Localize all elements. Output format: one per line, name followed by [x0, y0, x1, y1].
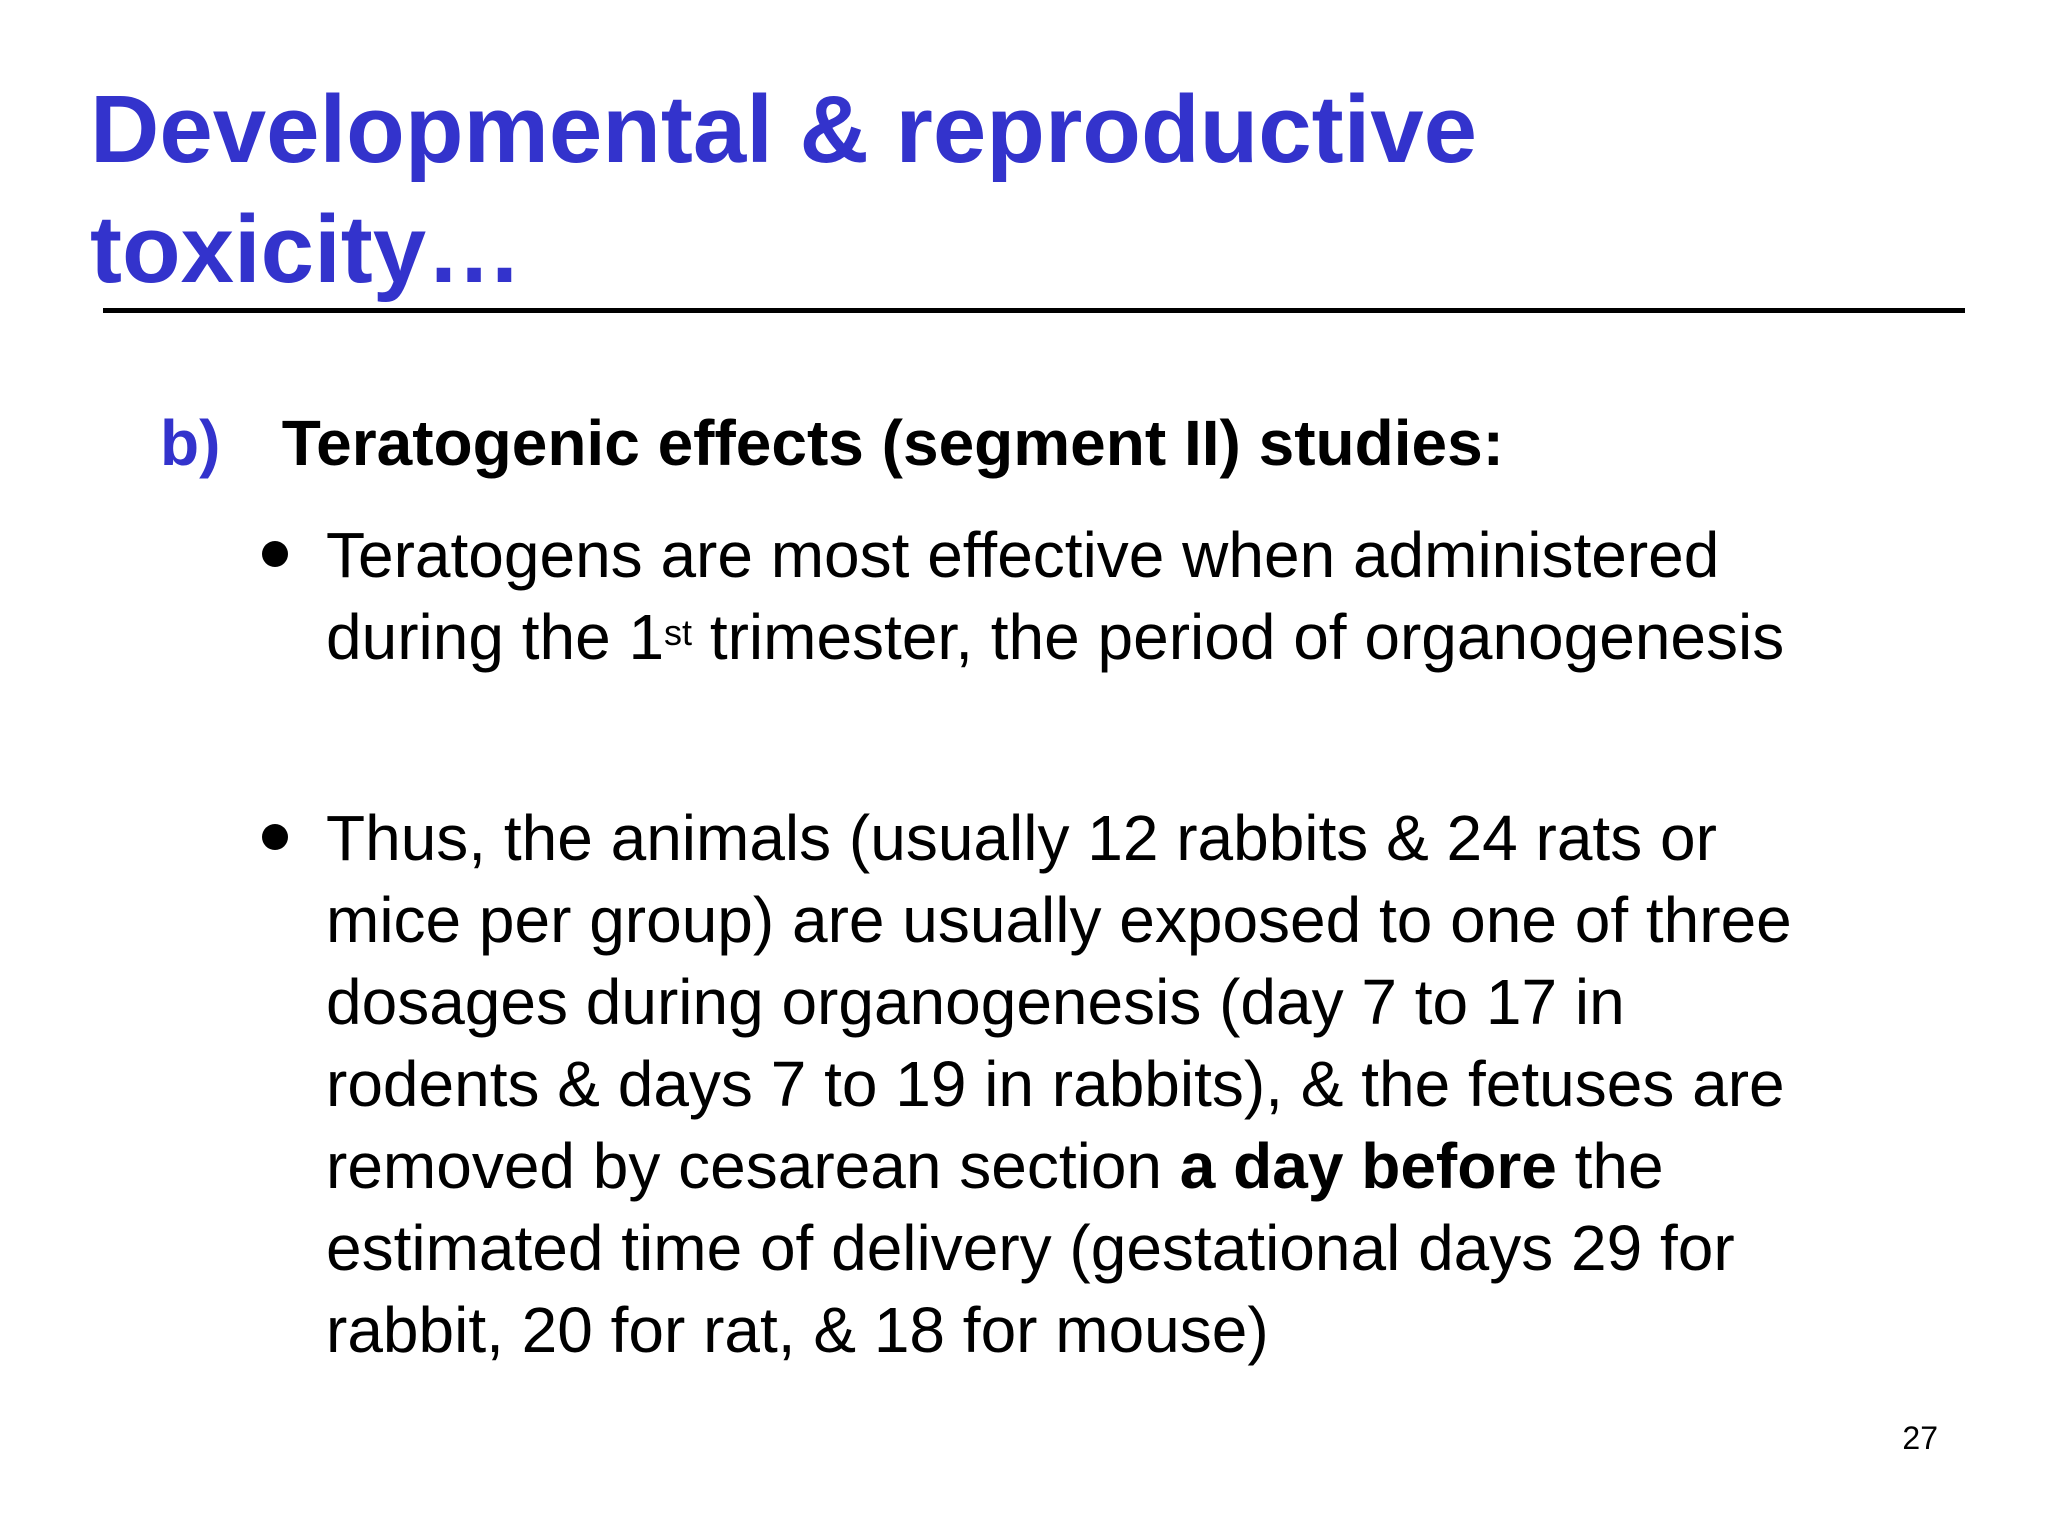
bullet-dot-icon — [262, 541, 288, 567]
bullet-2-line-7: rabbit, 20 for rat, & 18 for mouse) — [326, 1294, 1269, 1366]
title-line-1: Developmental & reproductive — [90, 76, 1478, 183]
page-number: 27 — [1902, 1420, 1938, 1456]
bullet-2-line-5-pre: removed by cesarean section — [326, 1130, 1180, 1202]
bullet-1-line-1: Teratogens are most effective when admin… — [326, 519, 1720, 591]
bullet-2-line-2: mice per group) are usually exposed to o… — [326, 884, 1792, 956]
section-heading-text: Teratogenic effects (segment II) studies… — [281, 407, 1504, 479]
emphasis-text: a day before — [1179, 1130, 1557, 1202]
bullet-1-line-2-post: trimester, the period of organogenesis — [692, 601, 1785, 673]
title-divider — [103, 308, 1965, 313]
bullet-1-line-2-pre: during the 1 — [326, 601, 665, 673]
bullet-2-line-4: rodents & days 7 to 19 in rabbits), & th… — [326, 1048, 1785, 1120]
section-heading: b) Teratogenic effects (segment II) stud… — [160, 402, 1960, 484]
bullet-body-2: Thus, the animals (usually 12 rabbits & … — [326, 797, 1962, 1371]
section-marker: b) — [160, 407, 221, 479]
bullet-1-line-2: during the 1st trimester, the period of … — [326, 596, 1962, 678]
bullet-2-line-3: dosages during organogenesis (day 7 to 1… — [326, 966, 1625, 1038]
bullet-item-1: Teratogens are most effective when admin… — [262, 514, 1962, 678]
bullet-item-2: Thus, the animals (usually 12 rabbits & … — [262, 797, 1962, 1371]
bullet-2-line-1: Thus, the animals (usually 12 rabbits & … — [326, 802, 1717, 874]
bullet-2-line-5: removed by cesarean section a day before… — [326, 1125, 1962, 1207]
title-line-2: toxicity… — [90, 196, 523, 303]
bullet-2-line-5-post: the — [1556, 1130, 1664, 1202]
bullet-body-1: Teratogens are most effective when admin… — [326, 514, 1962, 678]
ordinal-suffix: st — [664, 612, 693, 653]
bullet-dot-icon — [262, 824, 288, 850]
bullet-2-line-6: estimated time of delivery (gestational … — [326, 1212, 1735, 1284]
slide-title: Developmental & reproductive toxicity… — [90, 70, 1970, 310]
